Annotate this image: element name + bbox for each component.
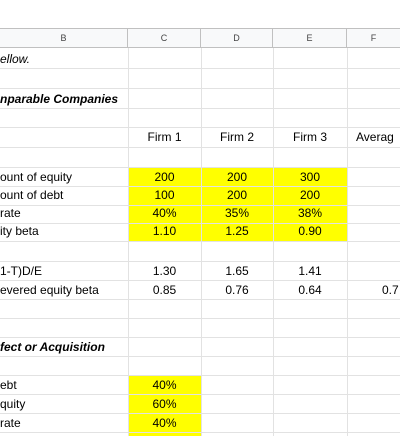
column-header-e[interactable]: E [273, 28, 347, 48]
cell-unlevered-average[interactable]: 0.7 [382, 283, 399, 297]
cell-tax-firm-1[interactable]: 40% [152, 206, 177, 220]
note-text: ellow. [0, 52, 31, 66]
cell-unlevered-firm-1[interactable]: 0.85 [152, 283, 177, 297]
cell-debt-firm-3[interactable]: 200 [299, 188, 321, 202]
row-label-target-debt[interactable]: ebt [0, 378, 17, 392]
column-header-c[interactable]: C [128, 28, 201, 48]
header-firm-2[interactable]: Firm 2 [220, 130, 254, 144]
cell-target-debt[interactable]: 40% [152, 378, 177, 392]
cell-debt-firm-2[interactable]: 200 [226, 188, 248, 202]
cell-unlevered-firm-3[interactable]: 0.64 [298, 283, 322, 297]
row-label-equity-beta[interactable]: ity beta [0, 224, 39, 238]
input-highlight-target [128, 375, 201, 436]
row-label-one-t-de[interactable]: 1-T)D/E [0, 264, 42, 278]
row-label-target-tax[interactable]: rate [0, 416, 21, 430]
cell-target-equity[interactable]: 60% [152, 397, 177, 411]
cell-unlevered-firm-2[interactable]: 0.76 [225, 283, 249, 297]
header-firm-1[interactable]: Firm 1 [147, 130, 182, 144]
row-label-unlevered-beta[interactable]: evered equity beta [0, 283, 99, 297]
cell-beta-firm-1[interactable]: 1.10 [152, 224, 177, 238]
column-header-d[interactable]: D [201, 28, 273, 48]
row-label-tax-rate[interactable]: rate [0, 206, 21, 220]
input-highlight-firms [128, 168, 347, 241]
cell-tax-firm-3[interactable]: 38% [297, 206, 323, 220]
cell-equity-firm-1[interactable]: 200 [154, 170, 175, 184]
column-header-f[interactable]: F [347, 28, 400, 48]
section-title-project: fect or Acquisition [0, 340, 105, 354]
cell-de-firm-1[interactable]: 1.30 [152, 264, 177, 278]
cell-de-firm-3[interactable]: 1.41 [298, 264, 322, 278]
toolbar-area [0, 0, 400, 28]
cell-beta-firm-3[interactable]: 0.90 [298, 224, 322, 238]
cell-tax-firm-2[interactable]: 35% [224, 206, 250, 220]
row-label-target-equity[interactable]: quity [0, 397, 26, 411]
row-label-amount-debt[interactable]: ount of debt [0, 188, 64, 202]
column-header-b[interactable]: B [0, 28, 128, 48]
row-label-amount-equity[interactable]: ount of equity [0, 170, 73, 184]
cell-equity-firm-3[interactable]: 300 [299, 170, 321, 184]
cell-beta-firm-2[interactable]: 1.25 [225, 224, 249, 238]
cell-equity-firm-2[interactable]: 200 [226, 170, 248, 184]
cell-debt-firm-1[interactable]: 100 [154, 188, 175, 202]
cell-de-firm-2[interactable]: 1.65 [225, 264, 249, 278]
header-average[interactable]: Averag [356, 130, 394, 144]
header-firm-3[interactable]: Firm 3 [293, 130, 327, 144]
section-title-comparables: nparable Companies [0, 92, 119, 106]
cell-target-tax[interactable]: 40% [152, 416, 177, 430]
